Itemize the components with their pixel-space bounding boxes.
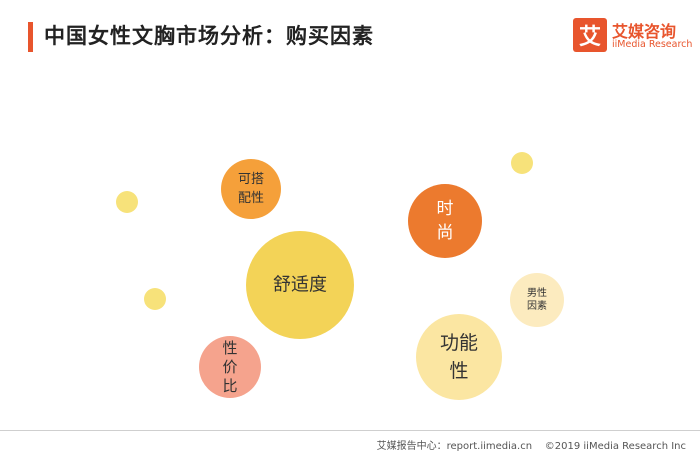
brand-logo: 艾 艾媒咨询 iiMedia Research xyxy=(573,16,693,56)
bubble-5 xyxy=(221,159,281,219)
footer-source: 艾媒报告中心：report.iimedia.cn xyxy=(376,441,533,452)
footer-copyright: ©2019 iiMedia Research Inc xyxy=(544,441,686,452)
bubble-label-2-line-1: 功能 xyxy=(440,332,478,354)
bubble-label-4-line-2: 价 xyxy=(222,358,237,376)
bubble-2 xyxy=(416,314,502,400)
title-accent-bar xyxy=(28,22,33,52)
logo-mark-icon: 艾 xyxy=(573,18,607,52)
footer-divider xyxy=(0,430,700,431)
bubble-label-6-line-1: 男性 xyxy=(527,286,547,299)
bubble-label-3-line-1: 时 xyxy=(437,199,454,219)
bubble-label-6-line-2: 因素 xyxy=(527,299,547,312)
bubble-4 xyxy=(199,336,261,398)
page-title: 中国女性文胸市场分析：购买因素 xyxy=(44,24,374,48)
logo-name-cn: 艾媒咨询 xyxy=(612,22,677,41)
bubble-3 xyxy=(408,184,482,258)
bubble-label-4-line-1: 性 xyxy=(222,339,237,357)
bubble-label-2-line-2: 性 xyxy=(449,360,468,382)
bubble-label-3-line-2: 尚 xyxy=(437,223,454,243)
logo-name-en: iiMedia Research xyxy=(612,39,693,50)
decorative-dot-8 xyxy=(144,288,166,310)
footer: 艾媒报告中心：report.iimedia.cn ©2019 iiMedia R… xyxy=(377,437,686,452)
bubble-label-5-line-1: 可搭 xyxy=(238,171,264,187)
bubble-6 xyxy=(510,273,564,327)
bubble-1 xyxy=(246,231,354,339)
bubble-label-4-line-3: 比 xyxy=(222,377,237,395)
decorative-dot-9 xyxy=(511,152,533,174)
decorative-dot-7 xyxy=(116,191,138,213)
bubble-label-5-line-2: 配性 xyxy=(238,191,264,206)
bubble-label-1-line-1: 舒适度 xyxy=(273,275,327,296)
